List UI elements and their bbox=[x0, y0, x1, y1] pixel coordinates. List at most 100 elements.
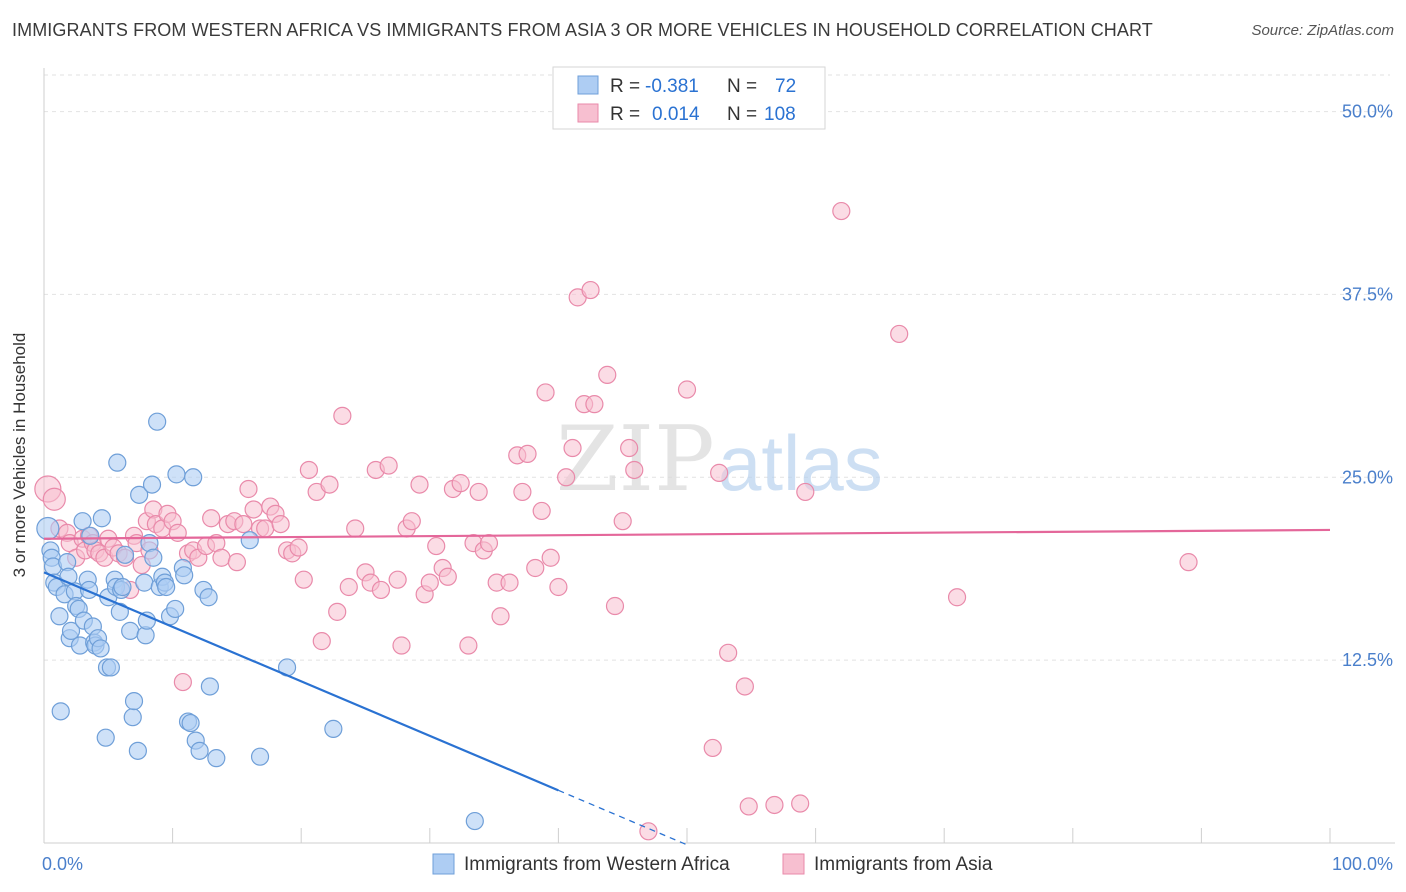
trend-line-western-africa-extension bbox=[558, 789, 688, 846]
asia-point bbox=[613, 512, 632, 531]
asia-point bbox=[832, 201, 851, 221]
western-africa-point bbox=[137, 611, 156, 630]
asia-point bbox=[536, 383, 555, 402]
western-africa-point bbox=[142, 475, 162, 494]
western-africa-point bbox=[157, 577, 176, 597]
asia-point bbox=[271, 514, 290, 534]
grid-lines bbox=[44, 74, 1390, 661]
western-africa-point bbox=[175, 566, 194, 585]
legend-n-value-2: 108 bbox=[764, 104, 796, 125]
western-africa-point bbox=[128, 741, 147, 760]
asia-point bbox=[620, 438, 639, 458]
asia-point bbox=[739, 797, 758, 816]
western-africa-point bbox=[207, 749, 226, 768]
asia-point bbox=[212, 548, 231, 567]
asia-point bbox=[234, 514, 253, 534]
asia-point bbox=[598, 365, 617, 384]
legend-n-label-2: N = bbox=[727, 104, 757, 125]
asia-point bbox=[320, 475, 339, 494]
asia-point bbox=[469, 482, 488, 502]
asia-point bbox=[491, 607, 510, 626]
y-tick-label: 12.5% bbox=[1342, 650, 1393, 670]
chart-title: IMMIGRANTS FROM WESTERN AFRICA VS IMMIGR… bbox=[12, 20, 1153, 40]
legend-r-label-2: R = bbox=[610, 104, 640, 125]
asia-point bbox=[244, 500, 263, 519]
asia-point bbox=[581, 280, 600, 300]
asia-point bbox=[346, 519, 365, 538]
asia-point bbox=[339, 577, 358, 597]
legend-r-value-2: 0.014 bbox=[652, 104, 700, 125]
western-africa-point bbox=[135, 573, 154, 592]
asia-point bbox=[459, 636, 478, 655]
asia-point bbox=[479, 534, 499, 553]
asia-point bbox=[42, 487, 66, 511]
western-africa-point bbox=[465, 811, 484, 831]
asia-point bbox=[557, 468, 576, 487]
asia-point bbox=[371, 580, 391, 600]
asia-point bbox=[420, 573, 439, 592]
series-legend-label-western-africa: Immigrants from Western Africa bbox=[464, 854, 730, 875]
asia-point bbox=[289, 538, 308, 557]
western-africa-point bbox=[96, 728, 115, 747]
asia-point bbox=[227, 553, 246, 572]
asia-point bbox=[402, 512, 421, 531]
asia-point bbox=[532, 501, 551, 521]
watermark: ZIP atlas bbox=[556, 407, 883, 512]
western-africa-point bbox=[51, 702, 70, 721]
asia-point bbox=[328, 602, 347, 621]
legend-n-value-1: 72 bbox=[775, 76, 796, 97]
western-africa-point bbox=[121, 621, 140, 640]
x-tick-label-max: 100.0% bbox=[1332, 854, 1393, 874]
tick-labels: 12.5% 25.0% 37.5% 50.0% 0.0% 100.0% bbox=[42, 102, 1393, 874]
asia-point bbox=[796, 482, 815, 502]
legend-n-label-1: N = bbox=[727, 76, 757, 97]
western-africa-point bbox=[166, 599, 185, 619]
asia-point bbox=[1179, 553, 1198, 572]
asia-point bbox=[438, 567, 457, 586]
western-africa-point bbox=[144, 548, 163, 567]
asia-point bbox=[549, 577, 568, 597]
asia-point bbox=[410, 475, 429, 494]
asia-point bbox=[388, 570, 407, 589]
western-africa-point bbox=[81, 526, 100, 545]
series-asia-points bbox=[34, 201, 1198, 841]
asia-point bbox=[518, 444, 537, 463]
legend-swatch-pink bbox=[577, 103, 599, 123]
asia-point bbox=[719, 643, 738, 662]
western-africa-point bbox=[113, 577, 132, 597]
trend-line-asia bbox=[43, 528, 1331, 540]
asia-point bbox=[294, 570, 313, 589]
y-tick-label: 50.0% bbox=[1342, 102, 1393, 122]
y-tick-label: 37.5% bbox=[1342, 284, 1393, 304]
asia-point bbox=[677, 380, 697, 399]
legend-r-value-1: -0.381 bbox=[645, 76, 699, 97]
y-tick-label: 25.0% bbox=[1342, 467, 1393, 487]
western-africa-point bbox=[91, 639, 110, 658]
legend-swatch-blue bbox=[577, 75, 599, 95]
western-africa-point bbox=[61, 621, 81, 640]
source-label: Source: ZipAtlas.com bbox=[1251, 22, 1394, 39]
asia-point bbox=[791, 794, 810, 813]
western-africa-point bbox=[92, 509, 111, 528]
western-africa-point bbox=[200, 677, 219, 696]
asia-point bbox=[765, 795, 784, 815]
series-legend-label-asia: Immigrants from Asia bbox=[814, 854, 993, 875]
asia-point bbox=[500, 573, 519, 592]
western-africa-point bbox=[199, 588, 218, 607]
western-africa-point bbox=[181, 713, 200, 733]
asia-point bbox=[451, 474, 470, 493]
western-africa-point bbox=[108, 453, 127, 472]
western-africa-point bbox=[167, 465, 186, 484]
asia-point bbox=[710, 463, 729, 482]
western-africa-point bbox=[73, 512, 92, 531]
asia-point bbox=[526, 558, 545, 578]
asia-point bbox=[513, 482, 532, 502]
western-africa-point bbox=[184, 468, 203, 487]
asia-point bbox=[202, 509, 221, 528]
asia-point bbox=[605, 596, 625, 616]
asia-point bbox=[625, 460, 644, 480]
asia-point bbox=[563, 438, 582, 458]
western-africa-point bbox=[190, 741, 209, 760]
asia-point bbox=[735, 677, 754, 696]
